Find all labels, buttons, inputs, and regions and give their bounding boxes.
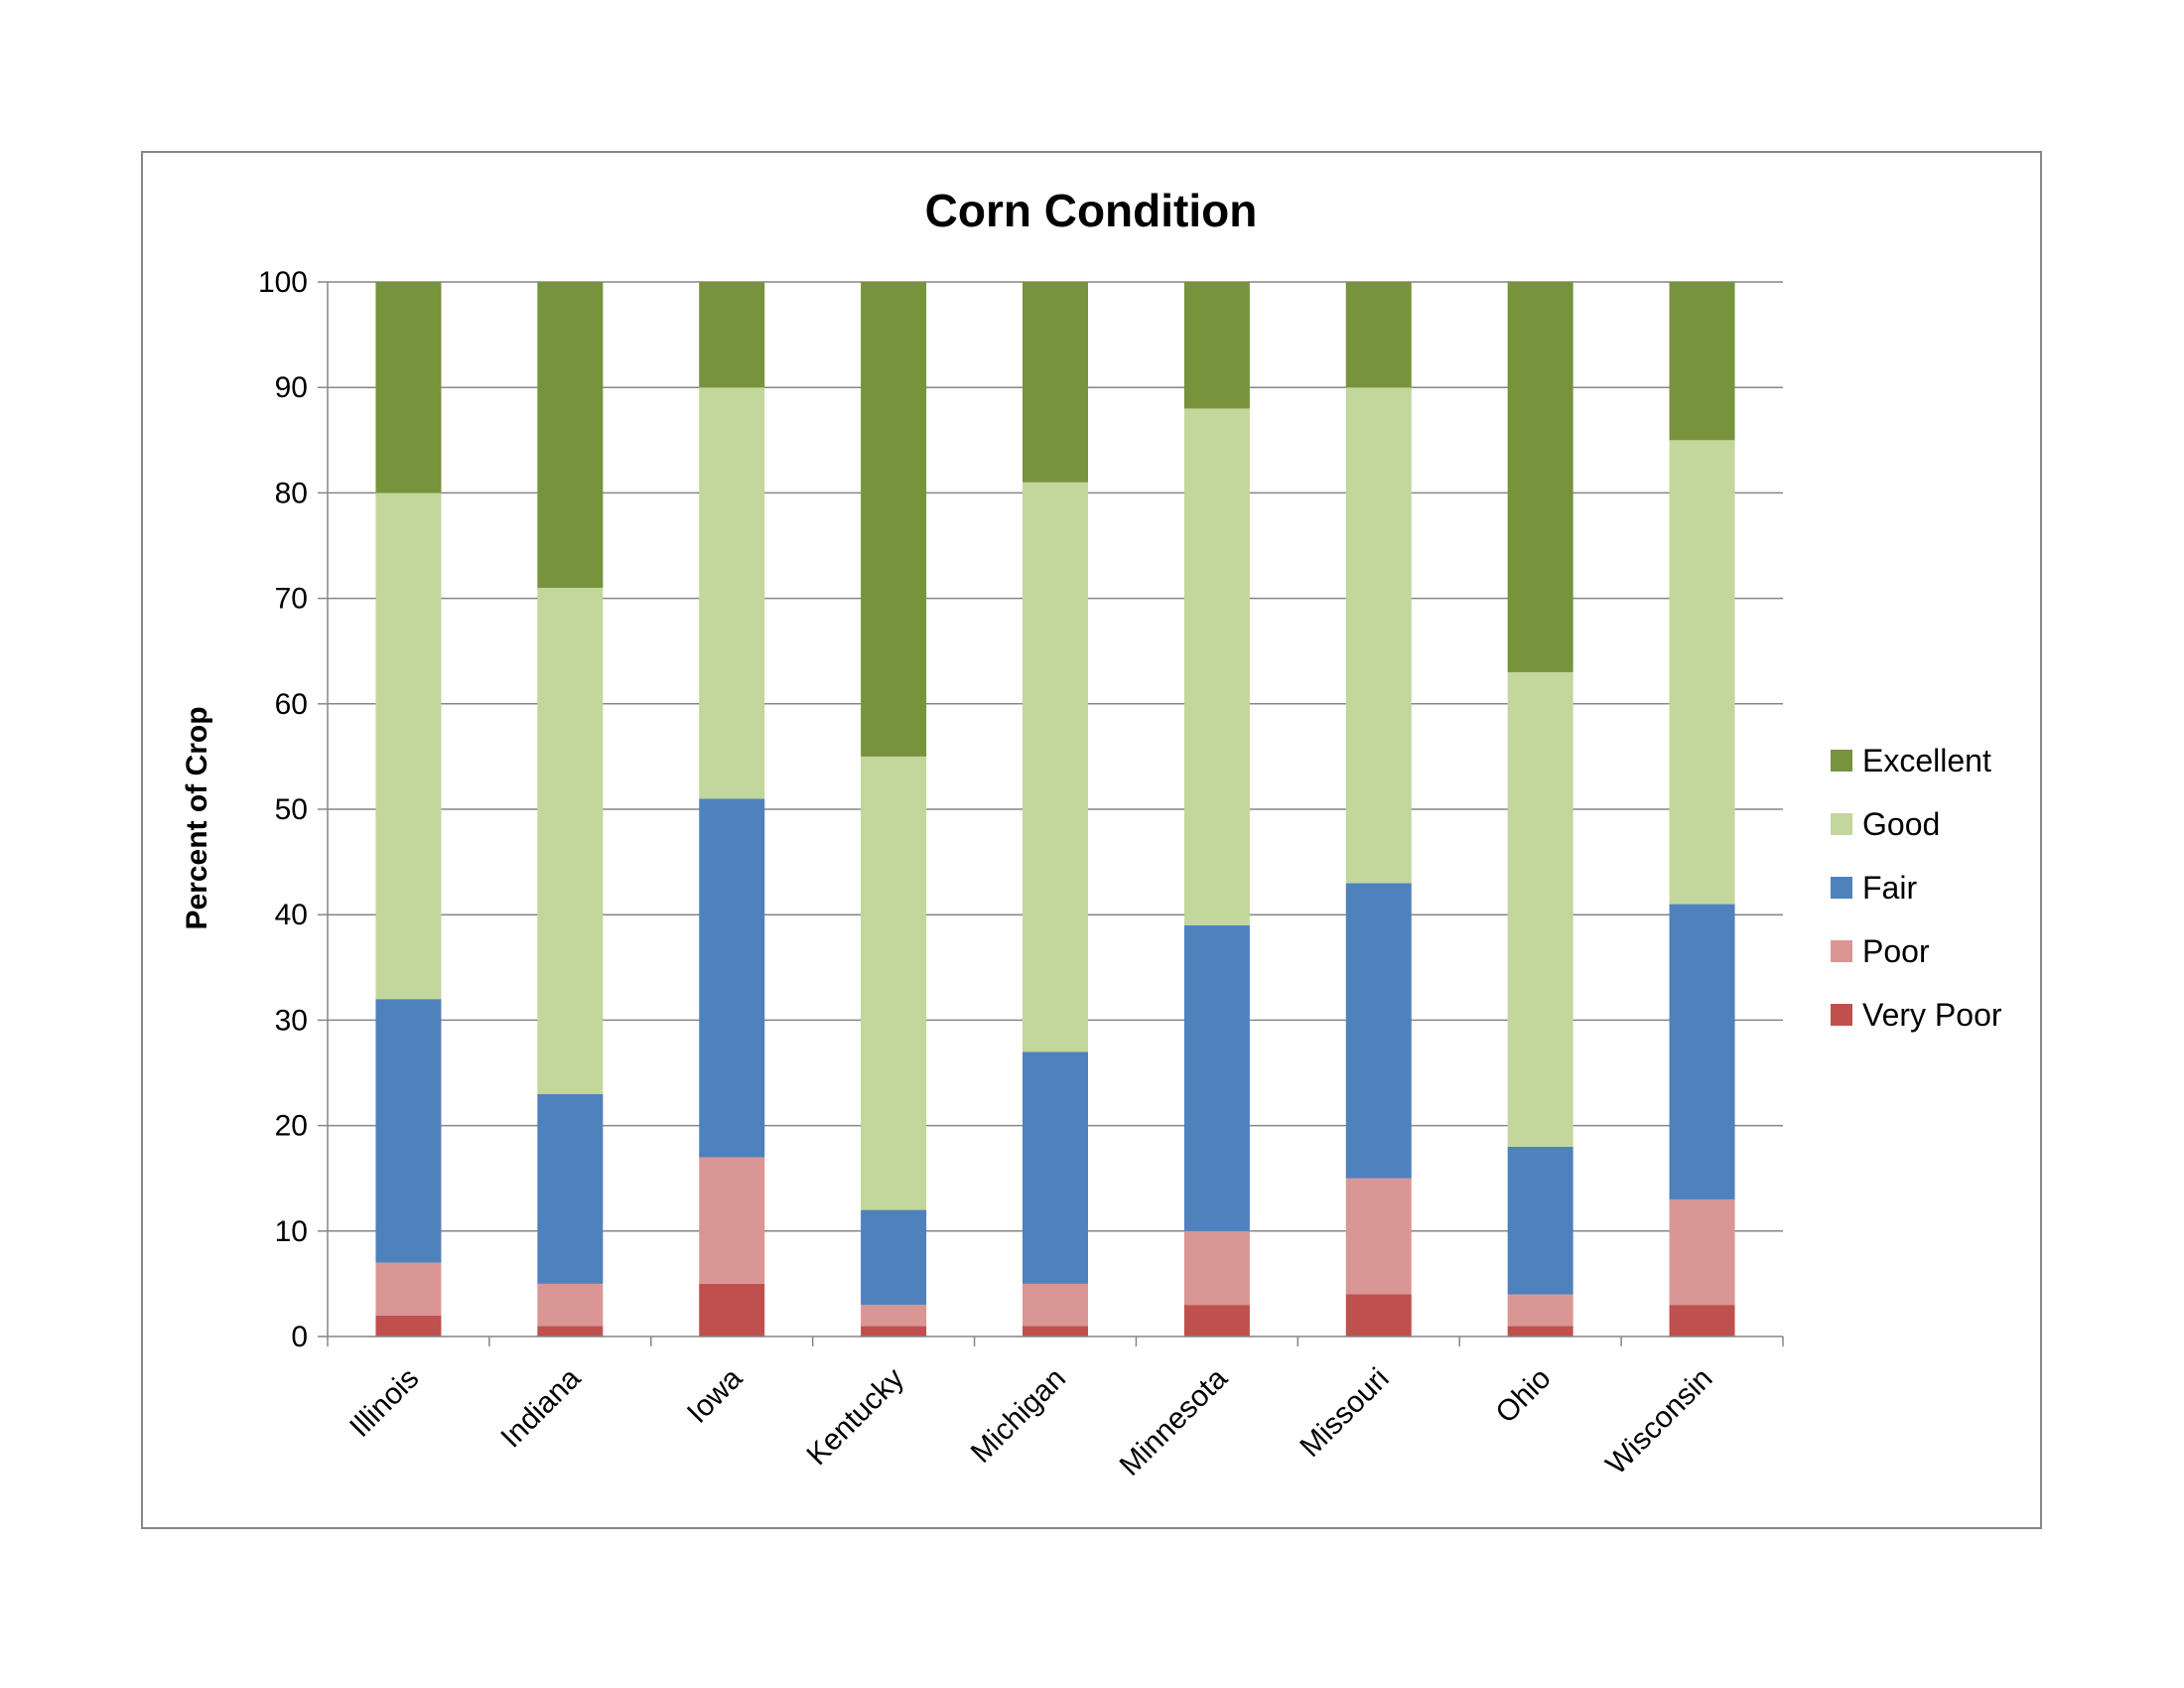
axes [327,282,1784,1346]
y-axis-ticks: 0 10 20 30 40 50 60 70 80 90 100 [258,266,328,1353]
bar-segment [1183,924,1250,1231]
bar-segment [1023,1326,1088,1336]
bar-segment [699,282,765,388]
legend-swatch [1831,877,1852,899]
bar-segment [699,798,765,1158]
y-tick-label: 70 [275,583,308,616]
bar-segment [861,1209,927,1306]
chart-title: Corn Condition [925,185,1258,236]
bar-segment [1507,671,1573,1147]
bar-segment [537,282,604,588]
y-tick-label: 50 [275,793,308,826]
bar-segment [1183,1305,1250,1336]
bar-segment [537,1093,604,1284]
x-category-label: Missouri [1294,1362,1395,1464]
y-tick-label: 10 [275,1215,308,1248]
bar-segment [1669,904,1735,1199]
bar-segment [1507,1294,1573,1327]
x-category-label: Michigan [965,1362,1072,1470]
chart-frame: Corn Condition Percent of Crop 0 10 20 30 40… [141,151,2042,1529]
bar-segment [1507,1326,1573,1336]
chart-svg: Corn Condition Percent of Crop 0 10 20 30 40… [181,185,2002,1482]
legend-swatch [1831,1004,1852,1026]
legend-swatch [1831,940,1852,962]
bars [375,282,1735,1336]
bar-segment [1345,387,1412,884]
y-tick-label: 90 [275,371,308,404]
bar-segment [861,756,927,1210]
bar-segment [375,999,442,1263]
bar-segment [375,1315,442,1336]
x-category-label: Kentucky [800,1362,910,1473]
bar-segment [1345,1178,1412,1295]
legend-label: Poor [1862,933,1930,969]
y-tick-label: 40 [275,899,308,931]
bar-segment [1183,1230,1250,1306]
bar-segment [699,1283,765,1336]
bar-segment [1669,440,1735,905]
bar-segment [1345,282,1412,388]
bar-segment [699,1157,765,1284]
x-category-label: Ohio [1489,1362,1557,1430]
x-category-label: Wisconsin [1600,1362,1719,1481]
legend-label: Excellent [1862,743,1991,778]
bar-segment [1345,1294,1412,1336]
bar-segment [1023,1052,1088,1284]
bar-segment [1669,1305,1735,1336]
y-axis-title: Percent of Crop [181,706,213,929]
x-category-label: Iowa [681,1361,749,1429]
legend-swatch [1831,750,1852,772]
bar-segment [1507,1146,1573,1295]
y-tick-label: 20 [275,1110,308,1143]
bar-segment [1183,282,1250,409]
legend-label: Fair [1862,870,1917,906]
bar-segment [1183,408,1250,925]
bar-segment [537,1326,604,1336]
bar-segment [537,1283,604,1327]
bar-segment [1023,482,1088,1053]
bar-segment [861,1326,927,1336]
y-tick-label: 30 [275,1004,308,1037]
legend-swatch [1831,813,1852,835]
bar-segment [1345,883,1412,1179]
legend-label: Very Poor [1862,997,2002,1033]
x-category-label: Illinois [343,1362,425,1444]
bar-segment [375,1262,442,1316]
bar-segment [375,492,442,1000]
y-tick-label: 80 [275,477,308,509]
x-category-label: Indiana [494,1361,587,1454]
y-tick-label: 0 [291,1321,308,1353]
y-tick-label: 60 [275,688,308,721]
bar-segment [1023,282,1088,483]
x-axis-labels: Illinois Indiana Iowa Kentucky Michigan Minne… [343,1361,1718,1481]
bar-segment [861,1305,927,1327]
bar-segment [1669,282,1735,441]
bar-segment [861,282,927,757]
bar-segment [537,587,604,1094]
y-tick-label: 100 [258,266,308,299]
x-category-label: Minnesota [1114,1361,1234,1481]
bar-segment [699,387,765,799]
bar-segment [1669,1198,1735,1306]
bar-segment [375,282,442,493]
bar-segment [1507,282,1573,672]
legend-label: Good [1862,806,1940,842]
legend: Excellent Good Fair Poor Very Poor [1831,743,2002,1033]
bar-segment [1023,1283,1088,1327]
